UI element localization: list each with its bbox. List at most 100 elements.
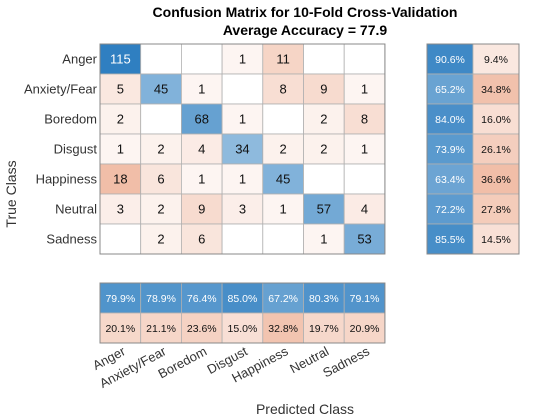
row-summary-correct-value: 84.0% — [435, 114, 465, 126]
matrix-cell — [262, 103, 304, 135]
matrix-cell-value: 2 — [280, 142, 287, 157]
matrix-cell — [343, 163, 386, 195]
matrix-cell-value: 8 — [361, 112, 368, 127]
row-summary-incorrect-value: 16.0% — [481, 114, 511, 126]
column-summary-incorrect-cell — [221, 312, 264, 344]
matrix-cell-value: 1 — [320, 232, 327, 247]
matrix-cell — [303, 133, 345, 165]
matrix-cell-value: 1 — [198, 82, 205, 97]
row-summary-correct-value: 72.2% — [435, 204, 465, 216]
matrix-cell-value: 34 — [235, 142, 249, 157]
row-summary-incorrect-value: 9.4% — [484, 54, 508, 66]
matrix-cell — [180, 133, 223, 165]
row-summary-correct-value: 90.6% — [435, 54, 465, 66]
column-summary-incorrect-cell — [180, 312, 223, 344]
matrix-cell-value: 2 — [320, 112, 327, 127]
column-summary-incorrect-value: 21.1% — [146, 323, 176, 335]
row-summary-incorrect-value: 34.8% — [481, 84, 511, 96]
row-label: Boredom — [44, 112, 97, 127]
y-axis-label: True Class — [3, 160, 19, 227]
row-label: Neutral — [55, 202, 97, 217]
matrix-cell-value: 1 — [361, 82, 368, 97]
matrix-cell — [140, 103, 182, 135]
column-summary-incorrect-value: 15.0% — [228, 323, 258, 335]
main-matrix: 115 1 115 45 1 8 9 12 68 1 2 81 2 4 34 2 2 118 6 1 1 453 2 9 3 1 5… — [99, 43, 386, 255]
row-summary-correct-value: 65.2% — [435, 84, 465, 96]
row-labels: Anger Anxiety/Fear Boredom Disgust Happiness… — [24, 52, 98, 247]
column-labels: AngerAnxiety/FearBoredomDisgustHappiness… — [90, 343, 372, 391]
column-summary-correct-value: 76.4% — [187, 293, 217, 305]
matrix-cell-value: 4 — [361, 202, 368, 217]
matrix-cell — [140, 193, 182, 225]
matrix-border — [99, 43, 386, 255]
column-summary-incorrect-cell — [99, 312, 142, 344]
matrix-cell-value: 18 — [113, 172, 127, 187]
matrix-cell — [303, 223, 345, 255]
row-label: Sadness — [46, 232, 97, 247]
column-summary-correct-value: 79.1% — [350, 293, 380, 305]
matrix-cell-value: 1 — [280, 202, 287, 217]
column-summary-correct-cell — [140, 282, 182, 314]
matrix-cell — [99, 223, 142, 255]
column-summary-correct-value: 80.3% — [309, 293, 339, 305]
matrix-cell-value: 115 — [110, 52, 131, 67]
matrix-cell-value: 1 — [198, 172, 205, 187]
matrix-cell — [99, 163, 142, 195]
column-summary-incorrect-value: 20.9% — [350, 323, 380, 335]
row-summary-correct-value: 63.4% — [435, 174, 465, 186]
matrix-cell — [221, 43, 264, 75]
matrix-cell-value: 1 — [361, 142, 368, 157]
chart-subtitle: Average Accuracy = 77.9 — [223, 22, 388, 38]
matrix-cell-value: 2 — [157, 202, 164, 217]
matrix-cell — [221, 73, 264, 105]
matrix-cell — [180, 193, 223, 225]
matrix-cell-value: 57 — [317, 202, 331, 217]
matrix-cell — [140, 133, 182, 165]
matrix-cell-value: 53 — [357, 232, 371, 247]
matrix-cell — [262, 193, 304, 225]
row-summary-incorrect-value: 27.8% — [481, 204, 511, 216]
column-summary-correct-value: 67.2% — [268, 293, 298, 305]
column-summary-incorrect-value: 23.6% — [187, 323, 217, 335]
column-summary-incorrect-cell — [343, 312, 386, 344]
matrix-cell-value: 2 — [157, 142, 164, 157]
row-summary-incorrect-value: 26.1% — [481, 144, 511, 156]
column-summary-incorrect-cell — [303, 312, 345, 344]
row-summary-correct-cell — [426, 73, 474, 105]
matrix-cell — [262, 133, 304, 165]
row-label: Anxiety/Fear — [24, 82, 98, 97]
column-summary-correct-cell — [303, 282, 345, 314]
matrix-cell-value: 1 — [239, 52, 246, 67]
column-summary-incorrect-value: 19.7% — [309, 323, 339, 335]
matrix-cell-value: 2 — [117, 112, 124, 127]
matrix-cell-value: 8 — [280, 82, 287, 97]
matrix-cell — [343, 43, 386, 75]
row-summary-correct-cell — [426, 193, 474, 225]
matrix-cell-value: 1 — [117, 142, 124, 157]
column-summary-incorrect-value: 32.8% — [268, 323, 298, 335]
matrix-cell — [180, 43, 223, 75]
matrix-cell — [303, 163, 345, 195]
row-summary-incorrect-cell — [472, 223, 520, 255]
column-summary-correct-cell — [262, 282, 304, 314]
matrix-cell — [221, 103, 264, 135]
column-summary-incorrect-value: 20.1% — [105, 323, 135, 335]
matrix-cell — [343, 103, 386, 135]
matrix-cell-value: 4 — [198, 142, 205, 157]
matrix-cell — [140, 163, 182, 195]
matrix-cell-value: 1 — [239, 112, 246, 127]
column-summary-correct-cell — [180, 282, 223, 314]
matrix-cell-value: 9 — [320, 82, 327, 97]
column-summary-correct-value: 79.9% — [105, 293, 135, 305]
matrix-cell — [140, 43, 182, 75]
column-summary-border — [99, 282, 386, 344]
matrix-cell — [221, 133, 264, 165]
matrix-cell-value: 9 — [198, 202, 205, 217]
x-axis-label: Predicted Class — [256, 401, 354, 417]
matrix-cell-value: 45 — [276, 172, 290, 187]
matrix-cell-value: 3 — [117, 202, 124, 217]
matrix-cell-value: 1 — [239, 172, 246, 187]
matrix-cell-value: 2 — [157, 232, 164, 247]
row-summary-incorrect-cell — [472, 43, 520, 75]
